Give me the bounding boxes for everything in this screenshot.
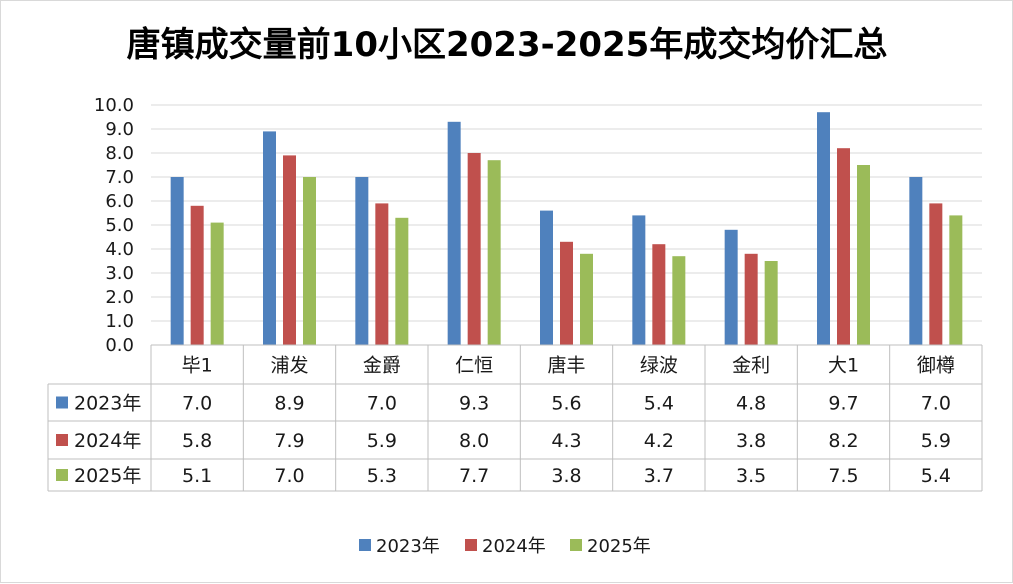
y-axis-ticks: 0.0 1.0 2.0 3.0 4.0 5.0 6.0 7.0 8.0 9.0 10.0 xyxy=(94,95,134,356)
data-label: 9.3 xyxy=(459,393,489,415)
bar xyxy=(909,177,923,345)
data-label: 7.7 xyxy=(459,465,489,487)
data-label: 8.2 xyxy=(828,430,858,452)
bars xyxy=(170,112,963,345)
y-tick-label: 9.0 xyxy=(105,119,134,140)
bar xyxy=(487,160,501,345)
data-label: 5.8 xyxy=(182,430,212,452)
data-label: 3.8 xyxy=(736,430,766,452)
bar xyxy=(540,210,553,345)
data-label: 8.0 xyxy=(459,430,489,452)
data-label: 5.9 xyxy=(921,430,951,452)
y-tick-label: 8.0 xyxy=(105,143,134,164)
y-tick-label: 0.0 xyxy=(105,335,134,356)
bar xyxy=(560,241,573,345)
bar xyxy=(632,215,646,345)
bar xyxy=(817,112,830,345)
bar xyxy=(375,203,389,345)
bar xyxy=(744,253,758,345)
y-tick-label: 2.0 xyxy=(105,287,134,308)
data-label: 5.3 xyxy=(367,465,397,487)
bar xyxy=(355,177,369,345)
data-label: 5.9 xyxy=(367,430,397,452)
category-label: 唐丰 xyxy=(547,355,585,377)
bar xyxy=(949,215,963,345)
category-label: 毕1 xyxy=(182,355,213,377)
y-tick-label: 6.0 xyxy=(105,191,134,212)
data-label: 4.2 xyxy=(644,430,674,452)
data-label: 7.0 xyxy=(182,393,212,415)
legend-swatch xyxy=(359,539,371,551)
data-label: 5.1 xyxy=(182,465,212,487)
y-tick-label: 5.0 xyxy=(105,215,134,236)
category-label: 御樽 xyxy=(917,355,955,377)
legend-label: 2023年 xyxy=(376,536,440,557)
bar xyxy=(467,153,481,345)
y-tick-label: 3.0 xyxy=(105,263,134,284)
bar xyxy=(857,165,870,345)
category-label: 大1 xyxy=(828,355,859,377)
category-label: 浦发 xyxy=(270,355,308,377)
bar xyxy=(837,148,850,345)
bar xyxy=(652,244,666,345)
series-row-label: 2023年 xyxy=(74,393,141,415)
legend-swatch xyxy=(465,539,477,551)
legend-swatch xyxy=(570,539,582,551)
category-label: 仁恒 xyxy=(455,355,493,377)
data-label: 7.0 xyxy=(274,465,304,487)
data-label: 7.5 xyxy=(828,465,858,487)
category-label: 绿波 xyxy=(640,355,678,377)
data-label: 3.8 xyxy=(551,465,581,487)
data-label: 5.4 xyxy=(644,393,674,415)
bar xyxy=(447,121,461,345)
chart-title: 唐镇成交量前10小区2023-2025年成交均价汇总 xyxy=(127,25,888,65)
data-label: 5.4 xyxy=(921,465,951,487)
legend: 2023年 2024年 2025年 xyxy=(359,536,651,557)
data-label: 9.7 xyxy=(828,393,858,415)
bar xyxy=(672,256,686,345)
data-label: 5.6 xyxy=(551,393,581,415)
bar xyxy=(283,155,296,345)
y-tick-label: 7.0 xyxy=(105,167,134,188)
data-table: 毕1 浦发 金爵 仁恒 唐丰 绿波 金利 大1 御樽 2023年 7.0 8.9 7.0 9.3 5.6 5.… xyxy=(47,344,983,492)
data-label: 7.9 xyxy=(274,430,304,452)
legend-key xyxy=(56,434,68,446)
y-tick-label: 10.0 xyxy=(94,95,134,116)
bar xyxy=(210,222,224,345)
bar xyxy=(170,177,184,345)
bar xyxy=(929,203,943,345)
bar xyxy=(190,205,204,345)
legend-label: 2025年 xyxy=(587,536,651,557)
legend-label: 2024年 xyxy=(482,536,546,557)
y-tick-label: 4.0 xyxy=(105,239,134,260)
bar xyxy=(263,131,276,345)
category-label: 金利 xyxy=(732,355,770,377)
bar xyxy=(303,177,316,345)
y-tick-label: 1.0 xyxy=(105,311,134,332)
series-row-label: 2025年 xyxy=(74,465,141,487)
bar xyxy=(395,217,409,345)
data-label: 8.9 xyxy=(274,393,304,415)
series-row-label: 2024年 xyxy=(74,430,141,452)
bar xyxy=(724,229,738,345)
legend-key xyxy=(56,469,68,481)
data-label: 7.0 xyxy=(921,393,951,415)
bar xyxy=(764,261,778,345)
bar xyxy=(580,253,593,345)
data-label: 4.8 xyxy=(736,393,766,415)
data-label: 7.0 xyxy=(367,393,397,415)
data-label: 3.5 xyxy=(736,465,766,487)
legend-key xyxy=(56,396,68,409)
data-label: 4.3 xyxy=(551,430,581,452)
category-label: 金爵 xyxy=(363,355,401,377)
data-label: 3.7 xyxy=(644,465,674,487)
